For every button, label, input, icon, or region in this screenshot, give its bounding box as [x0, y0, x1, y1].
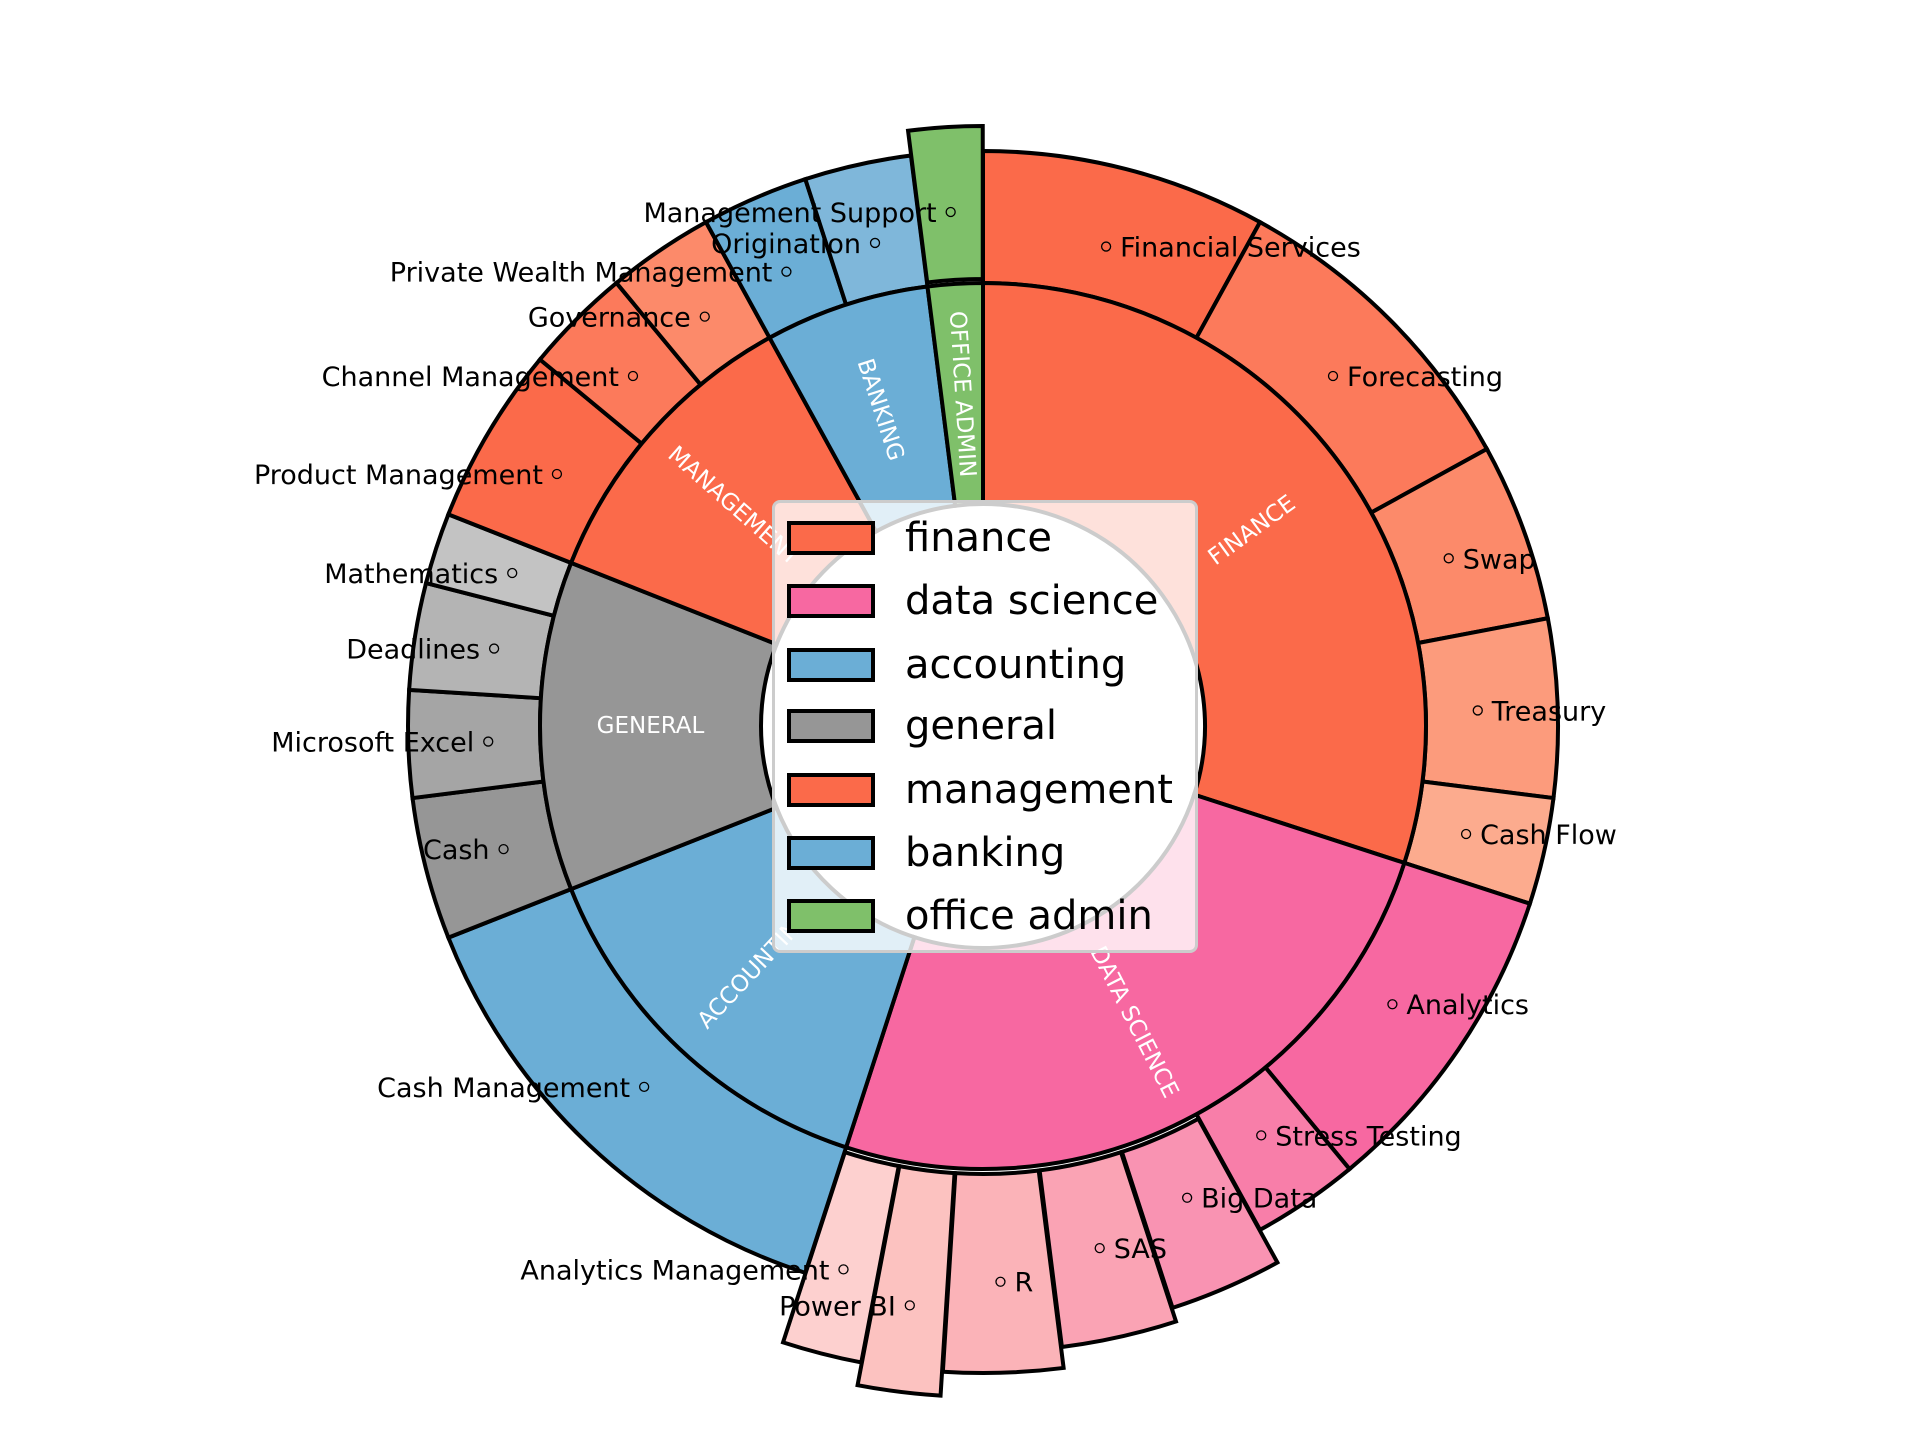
legend-label-finance: finance [905, 515, 1053, 561]
legend-swatch-general [787, 709, 875, 743]
label-marker-icon [869, 237, 881, 249]
outer-label-big-data: Big Data [1201, 1184, 1317, 1215]
legend-swatch-management [787, 773, 875, 807]
legend-label-management: management [905, 767, 1173, 813]
label-marker-icon [483, 736, 494, 747]
label-marker-icon [904, 1300, 915, 1311]
legend-item-office-admin: office admin [787, 891, 1153, 941]
legend-swatch-accounting [787, 648, 875, 682]
outer-label-analytics: Analytics [1406, 990, 1529, 1021]
legend-swatch-banking [787, 836, 875, 870]
label-marker-icon [1100, 241, 1112, 252]
label-marker-icon [1460, 828, 1472, 840]
outer-label-stress-testing: Stress Testing [1275, 1121, 1461, 1152]
label-marker-icon [1472, 705, 1483, 716]
outer-label-financial-services: Financial Services [1120, 233, 1361, 264]
legend-swatch-data-science [787, 584, 875, 618]
label-marker-icon [1327, 370, 1339, 382]
legend-item-banking: banking [787, 828, 1065, 878]
label-marker-icon [507, 567, 518, 579]
inner-wedge-general [538, 560, 780, 892]
legend-item-accounting: accounting [787, 640, 1126, 690]
label-marker-icon [638, 1081, 650, 1092]
label-marker-icon [838, 1264, 849, 1275]
outer-label-analytics-management: Analytics Management [520, 1255, 829, 1286]
outer-label-governance: Governance [528, 303, 691, 334]
outer-label-origination: Origination [711, 229, 861, 260]
legend-label-accounting: accounting [905, 642, 1127, 688]
legend-swatch-office-admin [787, 899, 875, 933]
label-marker-icon [781, 266, 792, 277]
label-marker-icon [1094, 1242, 1105, 1254]
label-marker-icon [627, 370, 639, 382]
legend-label-banking: banking [905, 830, 1066, 876]
outer-label-swap: Swap [1463, 544, 1536, 575]
label-marker-icon [1181, 1192, 1193, 1203]
legend-item-general: general [787, 701, 1057, 751]
label-marker-icon [488, 643, 500, 654]
outer-label-cash: Cash [423, 835, 490, 866]
outer-label-microsoft-excel: Microsoft Excel [271, 728, 474, 759]
legend-label-office-admin: office admin [905, 893, 1153, 939]
label-marker-icon [945, 206, 956, 218]
outer-wedge-management-support [905, 124, 985, 285]
label-marker-icon [699, 311, 710, 322]
outer-label-product-management: Product Management [254, 460, 543, 491]
legend-item-data-science: data science [787, 576, 1158, 626]
outer-label-deadlines: Deadlines [346, 635, 480, 666]
inner-label-general: GENERAL [597, 713, 705, 739]
outer-ring [406, 124, 1561, 1398]
label-marker-icon [1256, 1130, 1267, 1141]
outer-ring-labels: Financial Services Forecasting Swap Treasur… [254, 198, 1617, 1322]
label-marker-icon [1387, 999, 1398, 1010]
legend-label-data-science: data science [905, 578, 1159, 624]
label-marker-icon [551, 468, 563, 480]
outer-label-cash-flow: Cash Flow [1480, 820, 1617, 851]
chart-legend: finance data science accounting general … [772, 500, 1198, 953]
outer-label-power-bi: Power BI [779, 1291, 896, 1322]
legend-item-finance: finance [787, 513, 1052, 563]
legend-item-management: management [787, 765, 1173, 815]
outer-label-channel-management: Channel Management [322, 362, 619, 393]
outer-label-private-wealth-management: Private Wealth Management [390, 258, 773, 289]
outer-label-sas: SAS [1114, 1234, 1167, 1265]
legend-swatch-finance [787, 521, 875, 555]
outer-label-forecasting: Forecasting [1347, 362, 1503, 393]
legend-label-general: general [905, 703, 1058, 749]
outer-label-treasury: Treasury [1491, 696, 1606, 727]
outer-label-management-support: Management Support [643, 198, 936, 229]
outer-label-cash-management: Cash Management [377, 1073, 630, 1104]
label-marker-icon [498, 843, 509, 855]
label-marker-icon [1443, 553, 1454, 564]
outer-label-mathematics: Mathematics [324, 559, 498, 590]
outer-label-r: R [1014, 1268, 1033, 1299]
label-marker-icon [995, 1276, 1006, 1287]
